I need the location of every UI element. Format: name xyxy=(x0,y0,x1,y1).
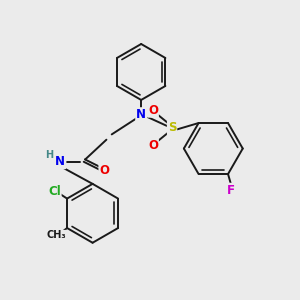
Text: Cl: Cl xyxy=(48,185,61,198)
Text: H: H xyxy=(45,150,53,160)
Text: F: F xyxy=(227,184,235,197)
Text: O: O xyxy=(148,139,158,152)
Text: O: O xyxy=(148,104,158,117)
Text: N: N xyxy=(136,108,146,121)
Text: S: S xyxy=(168,122,176,134)
Text: CH₃: CH₃ xyxy=(47,230,67,240)
Text: N: N xyxy=(55,155,65,168)
Text: O: O xyxy=(99,164,110,177)
